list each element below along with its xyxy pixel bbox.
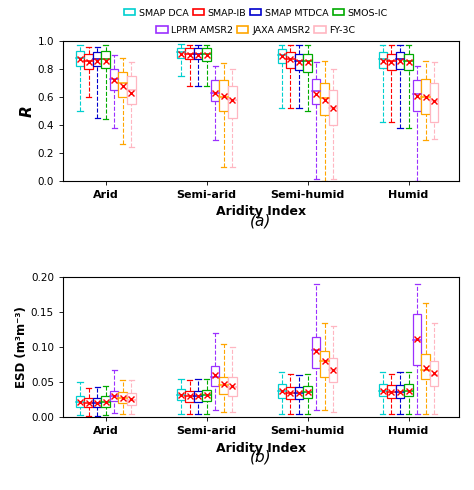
Bar — [286, 387, 295, 399]
Bar — [127, 393, 136, 405]
Bar — [312, 337, 320, 368]
Bar — [312, 79, 320, 104]
Bar — [194, 48, 202, 59]
Bar — [404, 53, 413, 71]
Bar — [101, 51, 110, 68]
Bar — [185, 48, 194, 59]
Bar — [101, 396, 110, 407]
Y-axis label: R: R — [19, 105, 35, 117]
Bar — [404, 384, 413, 396]
Text: (a): (a) — [250, 214, 272, 228]
Bar — [379, 52, 387, 68]
Bar — [118, 72, 127, 97]
Bar — [303, 386, 312, 398]
Bar — [127, 76, 136, 104]
Text: (b): (b) — [250, 450, 272, 465]
Bar — [228, 86, 237, 118]
Bar — [430, 361, 438, 386]
Bar — [396, 52, 404, 69]
Bar — [202, 48, 211, 61]
Bar — [84, 397, 93, 407]
Bar — [110, 391, 118, 401]
Bar — [303, 53, 312, 72]
Bar — [219, 80, 228, 111]
Bar — [76, 51, 84, 66]
Bar — [76, 396, 84, 407]
Bar — [413, 80, 421, 111]
Bar — [278, 384, 286, 397]
Bar — [295, 387, 303, 399]
Bar — [177, 48, 185, 58]
Bar — [286, 52, 295, 68]
Bar — [110, 69, 118, 90]
Bar — [413, 314, 421, 365]
Bar — [211, 80, 219, 101]
Bar — [84, 53, 93, 69]
Bar — [396, 385, 404, 397]
Bar — [320, 351, 329, 377]
Legend: LPRM AMSR2, JAXA AMSR2, FY-3C: LPRM AMSR2, JAXA AMSR2, FY-3C — [153, 22, 359, 38]
Bar — [387, 53, 396, 71]
Bar — [228, 377, 237, 396]
Bar — [219, 377, 228, 394]
Bar — [387, 385, 396, 397]
Bar — [118, 392, 127, 403]
Y-axis label: ESD (m³m⁻³): ESD (m³m⁻³) — [15, 306, 28, 388]
X-axis label: Aridity Index: Aridity Index — [216, 205, 306, 219]
Bar — [93, 52, 101, 66]
Bar — [93, 397, 101, 407]
Bar — [202, 390, 211, 401]
Bar — [421, 79, 430, 114]
Bar — [295, 53, 303, 71]
Bar — [379, 384, 387, 396]
Bar — [430, 83, 438, 122]
Legend: SMAP DCA, SMAP-IB, SMAP MTDCA, SMOS-IC: SMAP DCA, SMAP-IB, SMAP MTDCA, SMOS-IC — [120, 5, 392, 21]
Bar — [185, 391, 194, 402]
Bar — [177, 389, 185, 400]
Bar — [278, 49, 286, 63]
X-axis label: Aridity Index: Aridity Index — [216, 441, 306, 455]
Bar — [194, 391, 202, 402]
Bar — [329, 358, 337, 382]
Bar — [320, 83, 329, 115]
Bar — [329, 90, 337, 125]
Bar — [421, 354, 430, 379]
Bar — [211, 366, 219, 386]
